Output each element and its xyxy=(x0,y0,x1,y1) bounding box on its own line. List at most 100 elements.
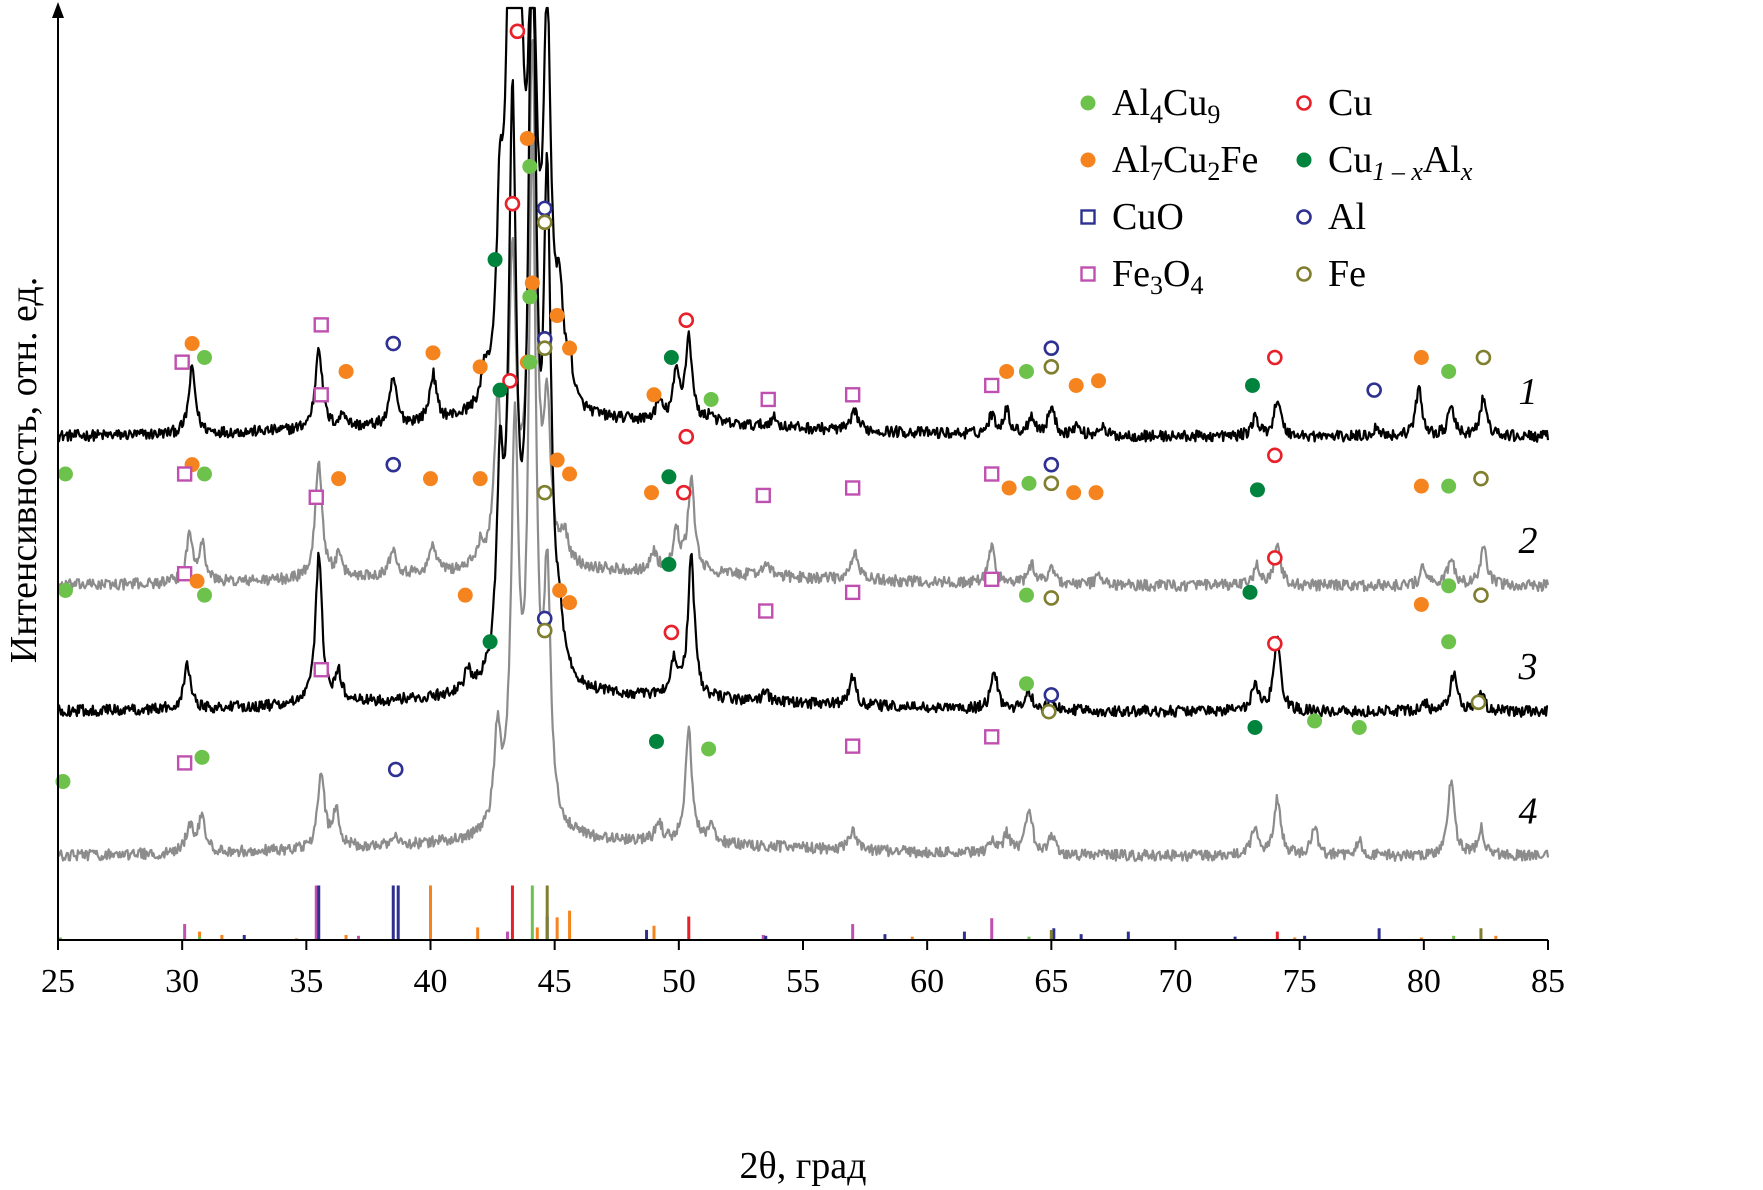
peak-marker-al4cu9 xyxy=(701,741,717,757)
peak-marker-fe3o4 xyxy=(844,584,861,601)
peak-marker-al xyxy=(1043,340,1060,356)
peak-marker-al4cu9 xyxy=(57,583,73,598)
peak-marker-fe3o4 xyxy=(176,466,193,482)
peak-marker-cu xyxy=(678,312,695,329)
peak-marker-al7cu2fe xyxy=(189,573,205,589)
peak-marker-fe xyxy=(1473,587,1489,603)
curve-4 xyxy=(56,134,1550,862)
peak-marker-al7cu2fe xyxy=(1413,478,1429,494)
legend-marker-al7cu2fe xyxy=(1080,152,1096,168)
legend-marker-fe3o4 xyxy=(1080,266,1096,282)
peak-marker-cu xyxy=(1267,349,1283,366)
legend-marker-cuo xyxy=(1080,209,1096,225)
x-ticks: 25 30 35 40 45 50 55 60 65 70 75 80 85 xyxy=(41,940,1565,1000)
peak-marker-al7cu2fe xyxy=(562,466,578,482)
peak-marker-cu xyxy=(675,484,692,501)
peak-marker-al4cu9 xyxy=(522,289,538,305)
legend-marker-cu xyxy=(1296,95,1312,111)
peak-marker-fe3o4 xyxy=(984,729,1000,745)
peak-marker-al4cu9 xyxy=(1019,676,1034,692)
peak-marker-fe3o4 xyxy=(176,755,193,771)
peak-marker-al7cu2fe xyxy=(1413,596,1429,612)
phase-markers xyxy=(55,23,1492,790)
peak-marker-fe3o4 xyxy=(984,377,1000,394)
peak-marker-fe3o4 xyxy=(313,317,329,333)
legend-marker-al xyxy=(1296,209,1312,225)
peak-marker-cu1-xalx xyxy=(1242,584,1258,600)
peak-marker-cu xyxy=(663,624,680,641)
peak-marker-al7cu2fe xyxy=(472,471,488,487)
peak-marker-al7cu2fe xyxy=(184,336,200,352)
reference-lines xyxy=(58,885,1498,940)
legend-marker-cu1-xalx xyxy=(1296,152,1312,168)
x-tick-label: 70 xyxy=(1159,963,1193,1000)
peak-marker-fe xyxy=(1043,359,1060,375)
peak-marker-al7cu2fe xyxy=(524,275,540,291)
peak-marker-al7cu2fe xyxy=(1066,485,1082,501)
peak-marker-al7cu2fe xyxy=(549,452,565,468)
peak-marker-fe xyxy=(1043,475,1060,492)
peak-marker-al xyxy=(1366,382,1382,398)
peak-marker-al xyxy=(536,200,553,217)
peak-marker-al7cu2fe xyxy=(457,587,473,603)
peak-marker-al7cu2fe xyxy=(646,387,662,403)
peak-marker-fe3o4 xyxy=(176,566,193,582)
legend: Al4Cu9 Al7Cu2Fe CuO Fe3O4 Cu Cu1 – xAlx Al Fe xyxy=(1080,82,1473,300)
peak-marker-fe3o4 xyxy=(308,489,324,505)
peak-marker-fe xyxy=(1475,349,1492,366)
peak-marker-fe3o4 xyxy=(844,738,861,754)
peak-marker-cu1-xalx xyxy=(482,634,498,650)
peak-marker-al7cu2fe xyxy=(1068,377,1084,393)
peak-marker-al7cu2fe xyxy=(1088,485,1104,501)
peak-marker-fe xyxy=(536,622,553,639)
peak-marker-cu1-xalx xyxy=(663,350,679,365)
peak-marker-fe3o4 xyxy=(758,603,774,619)
curve-label-1: 1 xyxy=(1519,371,1538,413)
peak-marker-al7cu2fe xyxy=(552,583,568,598)
peak-marker-al4cu9 xyxy=(55,774,71,790)
peak-marker-al7cu2fe xyxy=(549,308,565,324)
peak-marker-al4cu9 xyxy=(522,158,538,174)
peak-marker-al7cu2fe xyxy=(562,595,578,611)
legend-label-fe3o4: Fe3O4 xyxy=(1112,253,1203,300)
legend-marker-fe xyxy=(1296,266,1312,282)
peak-marker-al7cu2fe xyxy=(999,363,1015,379)
peak-marker-cu1-xalx xyxy=(1249,482,1265,498)
x-tick-label: 45 xyxy=(538,963,572,1000)
legend-label-fe: Fe xyxy=(1328,253,1366,295)
peak-marker-fe xyxy=(1041,703,1057,720)
peak-marker-fe xyxy=(1473,470,1489,487)
legend-label-cu1-xalx: Cu1 – xAlx xyxy=(1328,139,1473,186)
peak-marker-al7cu2fe xyxy=(338,363,354,379)
peak-marker-al4cu9 xyxy=(1441,363,1457,379)
y-axis-label: Интенсивность, отн. ед. xyxy=(3,277,45,663)
peak-marker-cu xyxy=(1267,447,1283,464)
peak-marker-al4cu9 xyxy=(1019,587,1034,603)
peak-marker-al4cu9 xyxy=(1441,634,1457,650)
x-axis-label: 2θ, град xyxy=(740,1145,867,1187)
peak-marker-fe3o4 xyxy=(984,466,1000,482)
peak-marker-fe3o4 xyxy=(844,480,861,496)
x-tick-label: 30 xyxy=(165,963,199,1000)
curve-2 xyxy=(57,39,1550,593)
y-axis-arrow xyxy=(52,2,64,18)
x-tick-label: 80 xyxy=(1407,963,1441,1000)
peak-marker-fe3o4 xyxy=(313,662,329,678)
peak-marker-al7cu2fe xyxy=(1091,373,1107,389)
peak-marker-fe3o4 xyxy=(984,571,1000,588)
curve-label-2: 2 xyxy=(1519,520,1538,562)
peak-marker-cu1-xalx xyxy=(648,733,664,749)
peak-marker-al xyxy=(387,761,404,778)
peak-marker-cu1-xalx xyxy=(1247,720,1263,736)
peak-marker-fe xyxy=(536,214,553,231)
x-tick-label: 60 xyxy=(910,963,944,1000)
peak-marker-cu1-xalx xyxy=(661,469,677,485)
peak-marker-al7cu2fe xyxy=(562,340,578,356)
peak-marker-al7cu2fe xyxy=(519,130,535,146)
peak-marker-al4cu9 xyxy=(1307,713,1323,729)
peak-marker-al4cu9 xyxy=(194,749,210,765)
peak-marker-cu1-xalx xyxy=(1244,377,1260,393)
curve-1 xyxy=(57,6,1550,443)
peak-marker-cu xyxy=(504,195,521,212)
